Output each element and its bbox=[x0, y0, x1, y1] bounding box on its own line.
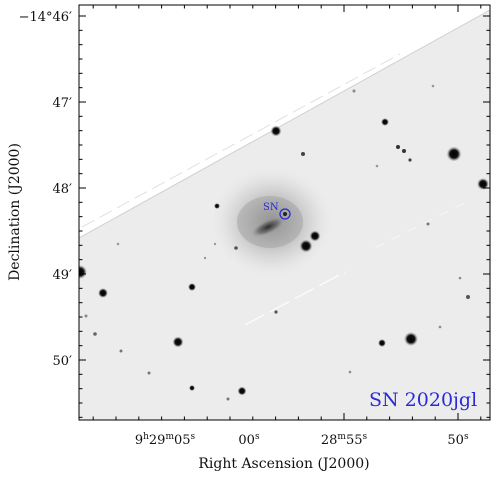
field-stars bbox=[79, 84, 489, 401]
image-frame bbox=[78, 4, 491, 421]
supernova-name-label: SN 2020jgl bbox=[369, 389, 477, 411]
y-tick-labels: −14°46′ 47′ 48′ 49′ 50′ bbox=[19, 10, 72, 369]
x-tick-label: 9h29m05s bbox=[135, 432, 196, 448]
x-tick-label: 00s bbox=[238, 432, 260, 448]
x-tick-labels: 9h29m05s 00s 28m55s 50s bbox=[135, 432, 469, 448]
host-galaxy bbox=[210, 166, 334, 278]
x-axis-label: Right Ascension (J2000) bbox=[198, 456, 369, 472]
sn-marker-label: SN bbox=[263, 202, 279, 213]
y-tick-label: 47′ bbox=[53, 96, 73, 111]
axis-ticks bbox=[79, 5, 490, 420]
y-axis-label: Declination (J2000) bbox=[7, 143, 23, 281]
image-panel: SN SN 2020jgl bbox=[79, 5, 490, 420]
x-tick-label: 28m55s bbox=[321, 432, 368, 448]
sn-marker: SN bbox=[263, 202, 291, 220]
no-coverage-region bbox=[79, 5, 490, 238]
y-tick-label: 49′ bbox=[53, 268, 73, 283]
y-tick-label: −14°46′ bbox=[19, 10, 72, 25]
y-tick-label: 50′ bbox=[53, 354, 73, 369]
y-tick-label: 48′ bbox=[53, 182, 73, 197]
x-tick-label: 50s bbox=[447, 432, 469, 448]
